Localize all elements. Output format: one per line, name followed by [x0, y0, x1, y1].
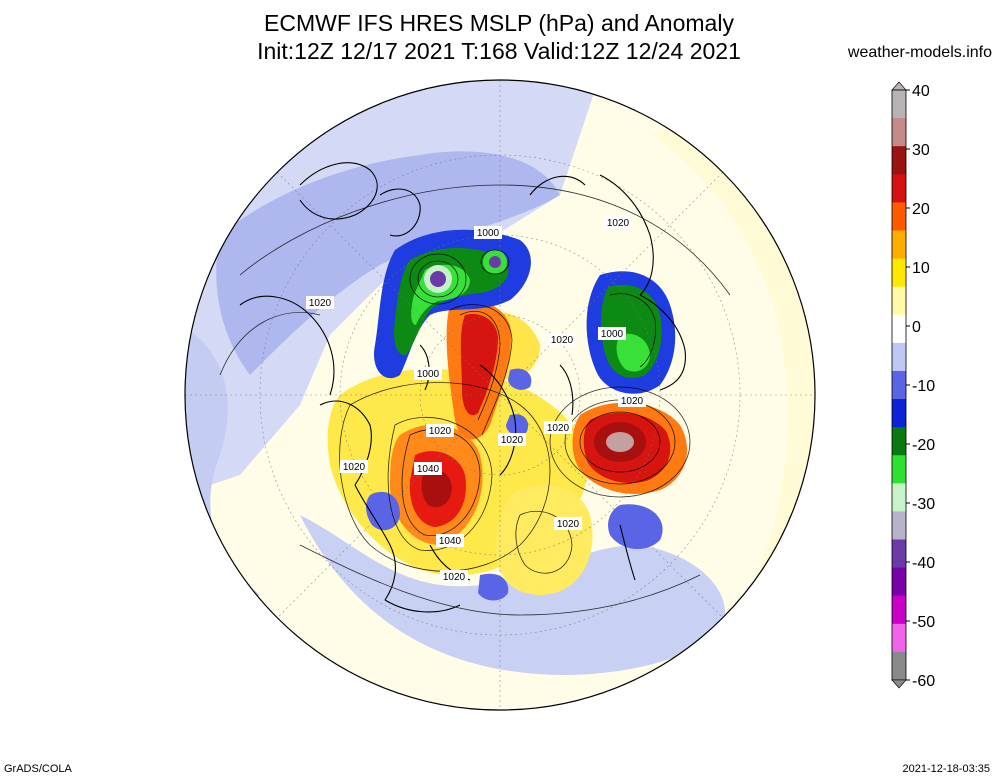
colorbar-swatch: [892, 595, 906, 625]
colorbar-tick-label: -20: [912, 437, 935, 454]
svg-text:1040: 1040: [417, 464, 440, 475]
svg-text:1020: 1020: [607, 218, 630, 229]
map-title: ECMWF IFS HRES MSLP (hPa) and Anomaly: [264, 10, 734, 36]
contour-label: 1040: [414, 462, 442, 475]
colorbar-tick-label: -60: [912, 673, 935, 690]
colorbar: 40 30 20 10 0 -10 -20 -30 -40 -50 -60: [891, 81, 935, 690]
colorbar-swatch: [892, 539, 906, 569]
contour-label: 1000: [474, 226, 502, 239]
colorbar-swatch: [892, 427, 906, 456]
colorbar-swatch: [892, 651, 906, 681]
site-credit: weather-models.info: [847, 44, 992, 61]
contour-label: 1000: [598, 327, 626, 340]
colorbar-tick-label: 40: [912, 83, 930, 100]
colorbar-swatch: [892, 90, 906, 119]
software-credit: GrADS/COLA: [4, 763, 72, 775]
svg-text:1020: 1020: [443, 572, 466, 583]
svg-text:1000: 1000: [417, 369, 440, 380]
colorbar-swatch: [892, 118, 906, 147]
colorbar-swatch: [892, 511, 906, 541]
colorbar-swatch: [892, 314, 906, 344]
map-subtitle: Init:12Z 12/17 2021 T:168 Valid:12Z 12/2…: [257, 38, 741, 64]
colorbar-tick-label: -10: [912, 378, 935, 395]
colorbar-swatch: [892, 286, 906, 316]
map-boundary: [184, 79, 816, 711]
colorbar-swatch: [892, 174, 906, 203]
colorbar-swatch: [892, 230, 906, 260]
svg-text:1020: 1020: [621, 396, 644, 407]
polar-map: 1000 1020 1020 1000 1020 1000 1020 1020 …: [184, 79, 816, 711]
svg-text:1040: 1040: [439, 536, 462, 547]
contour-label: 1020: [554, 517, 582, 530]
colorbar-swatch: [892, 399, 906, 428]
colorbar-swatch: [892, 483, 906, 512]
svg-text:1020: 1020: [557, 519, 580, 530]
svg-text:1020: 1020: [551, 335, 574, 346]
contour-label: 1020: [544, 421, 572, 434]
svg-text:1000: 1000: [477, 228, 500, 239]
colorbar-tick-label: -50: [912, 614, 935, 631]
colorbar-swatch: [892, 258, 906, 288]
colorbar-tick-label: 0: [912, 319, 921, 336]
colorbar-swatch: [892, 202, 906, 231]
svg-text:1020: 1020: [309, 298, 332, 309]
colorbar-swatch: [892, 370, 906, 400]
contour-label: 1020: [498, 433, 526, 446]
svg-text:1020: 1020: [343, 462, 366, 473]
colorbar-swatch: [892, 567, 906, 597]
contour-label: 1020: [306, 296, 334, 309]
colorbar-tick-label: -30: [912, 496, 935, 513]
contour-label: 1040: [436, 534, 464, 547]
colorbar-tick-label: 10: [912, 260, 930, 277]
svg-text:1020: 1020: [547, 423, 570, 434]
contour-label: 1020: [340, 460, 368, 473]
colorbar-tick-label: -40: [912, 555, 935, 572]
colorbar-arrow-bottom: [891, 679, 907, 689]
contour-label: 1020: [548, 333, 576, 346]
contour-label: 1020: [604, 216, 632, 229]
svg-text:1000: 1000: [601, 329, 624, 340]
contour-label: 1020: [440, 570, 468, 583]
contour-label: 1000: [414, 367, 442, 380]
colorbar-swatch: [892, 623, 906, 653]
colorbar-tick-label: 30: [912, 142, 930, 159]
svg-text:1020: 1020: [501, 435, 524, 446]
render-timestamp: 2021-12-18-03:35: [902, 763, 990, 775]
colorbar-arrow-top: [891, 81, 907, 91]
colorbar-swatch: [892, 455, 906, 484]
contour-label: 1020: [618, 394, 646, 407]
anomaly-field: [185, 80, 815, 710]
colorbar-swatch: [892, 342, 906, 372]
svg-text:1020: 1020: [429, 426, 452, 437]
colorbar-tick-label: 20: [912, 201, 930, 218]
colorbar-swatch: [892, 146, 906, 175]
contour-label: 1020: [426, 424, 454, 437]
